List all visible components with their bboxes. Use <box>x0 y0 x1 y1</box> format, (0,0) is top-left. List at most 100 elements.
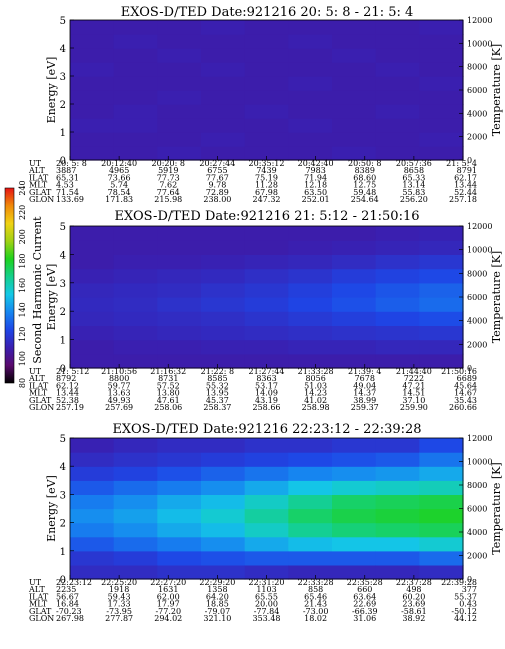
orbit-cell: 71.94 <box>304 173 327 182</box>
heatmap-cell <box>201 48 246 63</box>
orbit-cell: 21.43 <box>304 600 327 609</box>
heatmap-cell <box>375 494 420 510</box>
orbit-cell: 7.62 <box>159 181 177 190</box>
ut-tick-label: 22:37:28 <box>396 578 432 587</box>
heatmap-cell <box>332 536 377 552</box>
orbit-cell: 41.02 <box>304 396 327 405</box>
heatmap-cell <box>332 34 377 49</box>
y-tick-label: 0 <box>60 156 66 167</box>
y-tick-label: 4 <box>60 44 66 55</box>
heatmap-cell <box>419 494 464 510</box>
heatmap-cell <box>288 90 333 105</box>
heatmap-cell <box>288 20 333 35</box>
heatmap-cell <box>288 34 333 49</box>
heatmap-cell <box>113 564 158 580</box>
orbit-cell: 44.12 <box>454 614 477 623</box>
heatmap-cell <box>70 20 115 35</box>
ut-tick-label: 20: 5: 8 <box>56 159 87 168</box>
heatmap-cell <box>157 254 202 270</box>
orbit-cell: 260.66 <box>449 403 477 412</box>
heatmap-cell <box>201 104 246 119</box>
orbit-cell: 62.12 <box>56 381 79 390</box>
y2-tick-label: 8000 <box>467 481 487 490</box>
heatmap-cell <box>113 494 158 510</box>
orbit-cell: 8389 <box>355 166 375 175</box>
ut-tick-label: 21:50:16 <box>441 367 477 376</box>
heatmap-cell <box>332 254 377 270</box>
heatmap-cell <box>201 325 246 341</box>
heatmap-cell <box>244 132 289 147</box>
orbit-cell: -73.95 <box>106 607 132 616</box>
orbit-cell: 57.52 <box>157 381 180 390</box>
heatmap-cell <box>70 353 115 369</box>
colorbar-tick-label: 140 <box>18 302 27 317</box>
y-axis-label: Energy [eV] <box>45 475 58 542</box>
orbit-cell: 1103 <box>256 585 276 594</box>
orbit-cell: 133.69 <box>56 195 84 204</box>
heatmap-cell <box>375 311 420 326</box>
orbit-cell: 65.46 <box>304 592 327 601</box>
heatmap-cell <box>201 536 246 552</box>
orbit-cell: 31.06 <box>353 614 376 623</box>
heatmap-cell <box>113 240 158 255</box>
heatmap-cell <box>201 118 246 133</box>
heatmap-cell <box>157 62 202 77</box>
panel-1-title: EXOS-D/TED Date:921216 20: 5: 8 - 21: 5:… <box>121 5 414 20</box>
orbit-cell: 35.43 <box>454 396 477 405</box>
orbit-cell: 8791 <box>457 166 477 175</box>
heatmap-cell <box>375 550 420 566</box>
heatmap-cell <box>332 104 377 119</box>
orbit-cell: 60.20 <box>402 592 425 601</box>
heatmap-cell <box>332 76 377 91</box>
orbit-cell: 294.02 <box>154 614 182 623</box>
orbit-cell: 8792 <box>56 374 76 383</box>
colorbar-tick-label: 180 <box>18 253 27 268</box>
orbit-row-label: GLAT <box>29 607 52 616</box>
orbit-cell: 45.64 <box>454 381 477 390</box>
heatmap-cell <box>419 268 464 284</box>
y2-tick-label: 10000 <box>467 39 492 48</box>
orbit-cell: 67.98 <box>255 188 278 197</box>
heatmap-cell <box>375 480 420 495</box>
orbit-cell: -70.23 <box>56 607 82 616</box>
orbit-cell: 65.33 <box>402 173 425 182</box>
y-tick-label: 1 <box>60 128 66 139</box>
heatmap-cell <box>332 325 377 341</box>
heatmap-cell <box>70 339 115 355</box>
heatmap-cell <box>157 536 202 552</box>
y-tick-label: 1 <box>60 336 66 347</box>
heatmap-cell <box>419 550 464 566</box>
y-tick-label: 3 <box>60 72 66 83</box>
heatmap-cell <box>419 282 464 298</box>
orbit-cell: 55.32 <box>206 381 229 390</box>
orbit-cell: 43.19 <box>255 396 278 405</box>
heatmap-cell <box>244 522 289 538</box>
orbit-cell: 77.73 <box>157 173 180 182</box>
heatmap-cell <box>375 522 420 538</box>
orbit-cell: 377 <box>462 585 477 594</box>
heatmap-cell <box>113 118 158 133</box>
orbit-row-label: GLON <box>29 614 54 623</box>
orbit-cell: 17.33 <box>108 600 131 609</box>
y-tick-label: 2 <box>60 100 66 111</box>
colorbar-label: Second Harmonic Current <box>31 216 44 364</box>
orbit-cell: 259.90 <box>400 403 428 412</box>
heatmap-cell <box>157 20 202 35</box>
orbit-cell: 65.55 <box>255 592 278 601</box>
orbit-cell: 78.54 <box>108 188 131 197</box>
orbit-cell: 14.67 <box>454 389 477 398</box>
heatmap-cell <box>244 311 289 326</box>
heatmap-cell <box>157 48 202 63</box>
heatmap-cell <box>201 282 246 298</box>
heatmap-cell <box>419 240 464 255</box>
heatmap-cell <box>332 20 377 35</box>
heatmap-cell <box>375 146 420 161</box>
heatmap-cell <box>70 282 115 298</box>
colorbar-ticks: 80 100 120 140 160 180 200 220 240 <box>18 180 27 388</box>
heatmap-cell <box>70 466 115 481</box>
colorbar-strip <box>4 187 15 384</box>
heatmap-cell <box>375 508 420 524</box>
orbit-cell: 55.37 <box>454 592 477 601</box>
